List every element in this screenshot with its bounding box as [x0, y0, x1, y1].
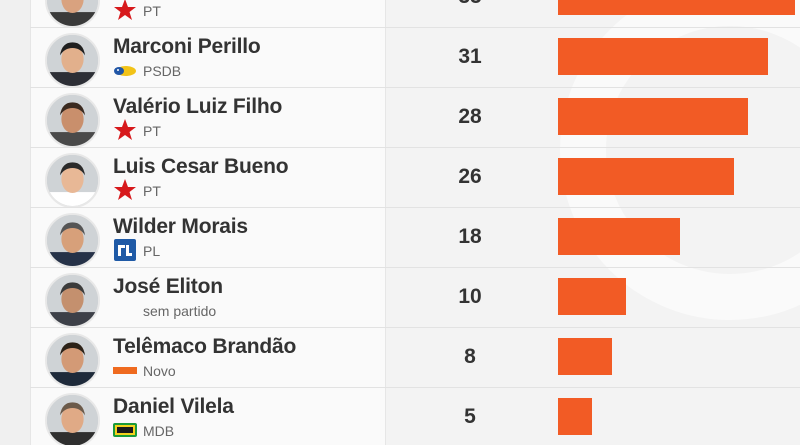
bar	[558, 398, 592, 435]
candidate-name: Telêmaco Brandão	[113, 335, 297, 358]
candidate-avatar	[45, 153, 100, 208]
party-label: PT	[143, 183, 161, 199]
bar	[558, 158, 734, 195]
pt-star-icon	[113, 0, 137, 22]
candidate-avatar	[45, 0, 100, 28]
party-label: MDB	[143, 423, 175, 439]
party-label: sem partido	[143, 303, 217, 319]
row-divider	[30, 87, 800, 88]
bar-value-label: 35	[430, 0, 510, 9]
row-divider	[30, 267, 800, 268]
mdb-logo-icon	[113, 418, 137, 442]
table-row: Daniel Vilela MDB 5	[30, 388, 800, 445]
table-row: Telêmaco Brandão Novo 8	[30, 328, 800, 388]
party-label: Novo	[143, 363, 176, 379]
candidate-avatar	[45, 273, 100, 328]
bar-value-label: 5	[464, 405, 476, 428]
party-label: PL	[143, 243, 161, 259]
party-label: PT	[143, 3, 161, 19]
bar	[558, 338, 612, 375]
bar-value-label: 26	[458, 165, 482, 188]
table-row: Valério Luiz Filho PT 28	[30, 88, 800, 148]
candidate-name: Wilder Morais	[113, 215, 248, 238]
candidate-avatar	[45, 213, 100, 268]
candidate-name: Daniel Vilela	[113, 395, 234, 418]
psdb-toucan-icon	[113, 58, 137, 82]
bar-value-label: 10	[458, 285, 482, 308]
candidate-name: Valério Luiz Filho	[113, 95, 283, 118]
bar	[558, 218, 680, 255]
pt-star-icon	[113, 118, 137, 142]
bar-value-label: 31	[458, 45, 482, 68]
row-divider	[30, 27, 800, 28]
pt-star-icon	[113, 178, 137, 202]
candidate-name: Marconi Perillo	[113, 35, 261, 58]
table-row: Luis Cesar Bueno PT 26	[30, 148, 800, 208]
bar	[558, 0, 795, 15]
candidate-avatar	[45, 93, 100, 148]
table-row: Wilder Morais PL 18	[30, 208, 800, 268]
bar	[558, 38, 768, 75]
candidate-name: José Eliton	[113, 275, 223, 298]
bar-value-label: 8	[464, 345, 476, 368]
bar	[558, 98, 748, 135]
candidate-avatar	[45, 393, 100, 445]
table-row: PT 35	[30, 0, 800, 28]
table-row: José Eliton sem partido 10	[30, 268, 800, 328]
bar-value-label: 28	[458, 105, 482, 128]
table-row: Marconi Perillo PSDB 31	[30, 28, 800, 88]
candidate-name: Luis Cesar Bueno	[113, 155, 289, 178]
row-divider	[30, 327, 800, 328]
bar-value-label: 18	[458, 225, 482, 248]
bar	[558, 278, 626, 315]
candidate-avatar	[45, 333, 100, 388]
party-label: PT	[143, 123, 161, 139]
pl-logo-icon	[113, 238, 137, 262]
row-divider	[30, 207, 800, 208]
row-divider	[30, 387, 800, 388]
candidate-avatar	[45, 33, 100, 88]
novo-logo-icon	[113, 358, 137, 382]
row-divider	[30, 147, 800, 148]
party-label: PSDB	[143, 63, 182, 79]
